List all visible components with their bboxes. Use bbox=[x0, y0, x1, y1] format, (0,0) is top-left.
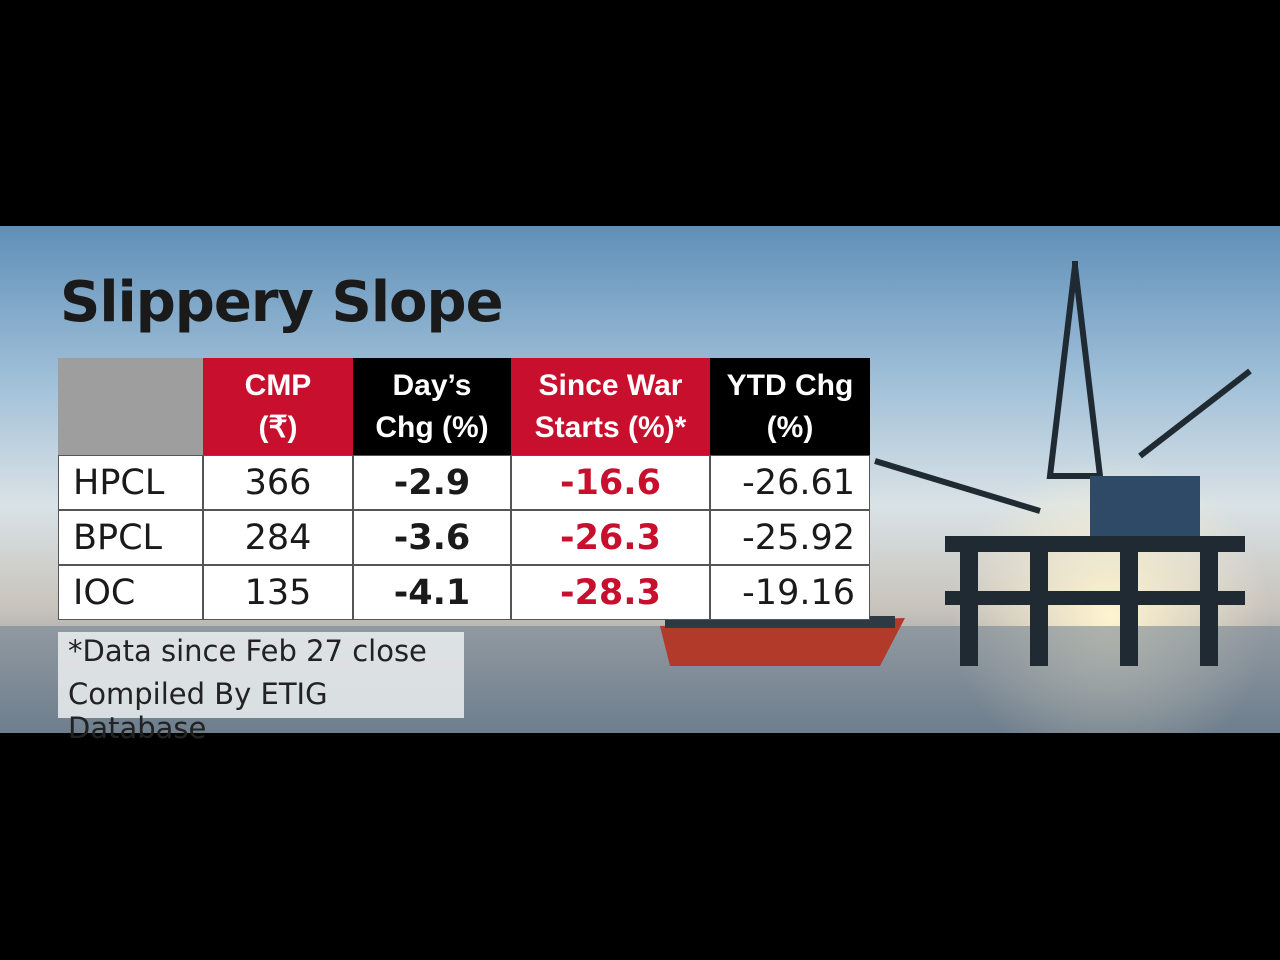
row-label: IOC bbox=[58, 565, 203, 620]
row-label: BPCL bbox=[58, 510, 203, 565]
ytd-change: -25.92 bbox=[710, 510, 870, 565]
footnote: *Data since Feb 27 close bbox=[68, 634, 427, 668]
header-line: Since War bbox=[538, 368, 683, 402]
header-line: Day’s bbox=[392, 368, 472, 402]
since-war-change: -28.3 bbox=[511, 565, 710, 620]
day-change: -2.9 bbox=[353, 455, 511, 510]
header-line: Chg (%) bbox=[375, 410, 489, 444]
header-line: CMP bbox=[244, 368, 312, 402]
day-change: -3.6 bbox=[353, 510, 511, 565]
ytd-change: -26.61 bbox=[710, 455, 870, 510]
cmp-value: 366 bbox=[203, 455, 353, 510]
header-line: (%) bbox=[766, 410, 814, 444]
ytd-change: -19.16 bbox=[710, 565, 870, 620]
footnotes: *Data since Feb 27 close Compiled By ETI… bbox=[58, 632, 464, 745]
source-note: Compiled By ETIG Database bbox=[68, 677, 328, 745]
header-cell: CMP (₹) bbox=[203, 358, 353, 455]
header-corner bbox=[58, 358, 203, 455]
header-cell: Day’s Chg (%) bbox=[353, 358, 511, 455]
since-war-change: -16.6 bbox=[511, 455, 710, 510]
row-label: HPCL bbox=[58, 455, 203, 510]
day-change: -4.1 bbox=[353, 565, 511, 620]
since-war-change: -26.3 bbox=[511, 510, 710, 565]
header-cell: Since War Starts (%)* bbox=[511, 358, 710, 455]
header-cell: YTD Chg (%) bbox=[710, 358, 870, 455]
header-line: Starts (%)* bbox=[534, 410, 687, 444]
header-line: (₹) bbox=[258, 410, 298, 444]
cmp-value: 135 bbox=[203, 565, 353, 620]
cmp-value: 284 bbox=[203, 510, 353, 565]
header-line: YTD Chg bbox=[726, 368, 854, 402]
title: Slippery Slope bbox=[60, 270, 504, 335]
